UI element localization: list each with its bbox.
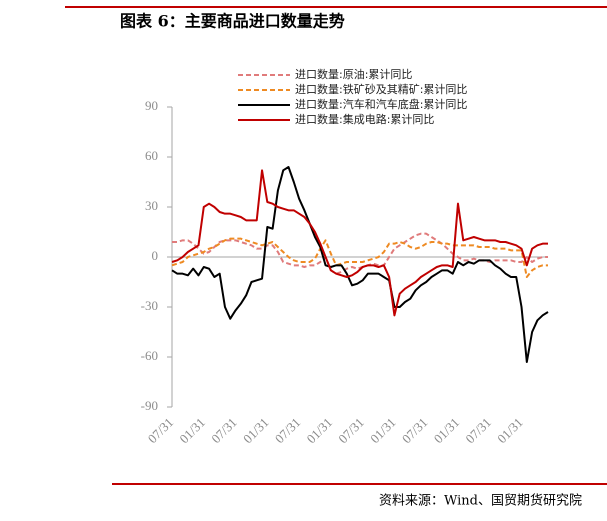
- legend-label: 进口数量:汽车和汽车底盘:累计同比: [295, 97, 467, 111]
- chart-title: 图表 6：主要商品进口数量走势: [120, 12, 345, 31]
- x-tick-label: 01/31: [304, 415, 336, 447]
- x-tick-label: 01/31: [176, 415, 208, 447]
- x-tick-label: 07/31: [145, 415, 177, 447]
- x-tick-label: 07/31: [335, 415, 367, 447]
- x-tick-label: 07/31: [208, 415, 240, 447]
- y-tick-label: -60: [141, 348, 158, 363]
- x-tick-label: 01/31: [367, 415, 399, 447]
- x-tick-label: 01/31: [494, 415, 526, 447]
- x-tick-label: 01/31: [431, 415, 463, 447]
- x-tick-label: 07/31: [399, 415, 431, 447]
- series-line: [172, 232, 548, 275]
- y-tick-label: 90: [145, 98, 158, 113]
- y-tick-label: 30: [145, 198, 158, 213]
- y-tick-label: -90: [141, 398, 158, 413]
- source-note: 资料来源：Wind、国贸期货研究院: [379, 493, 582, 509]
- series-line: [171, 169, 548, 317]
- legend-label: 进口数量:集成电路:累计同比: [295, 112, 434, 126]
- y-tick-label: 0: [152, 248, 159, 263]
- series-line: [171, 237, 548, 278]
- legend-label: 进口数量:铁矿砂及其精矿:累计同比: [295, 83, 467, 96]
- x-tick-label: 07/31: [272, 415, 304, 447]
- x-tick-label: 01/31: [240, 415, 272, 447]
- legend-label: 进口数量:原油:累计同比: [295, 67, 412, 81]
- y-tick-label: -30: [141, 298, 158, 313]
- y-tick-label: 60: [145, 148, 158, 163]
- series-line: [171, 166, 549, 363]
- x-tick-label: 07/31: [462, 415, 494, 447]
